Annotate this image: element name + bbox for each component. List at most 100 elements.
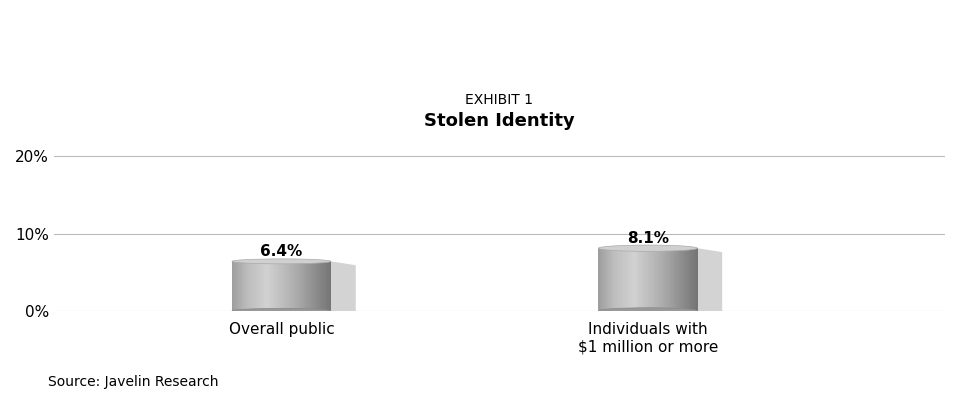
Bar <box>306 261 307 311</box>
Bar <box>269 261 271 311</box>
Bar <box>264 261 266 311</box>
Bar <box>250 261 251 311</box>
Bar <box>311 261 313 311</box>
Bar <box>682 248 683 311</box>
Bar <box>670 248 672 311</box>
Bar <box>314 261 315 311</box>
Bar <box>601 248 602 311</box>
Bar <box>662 248 664 311</box>
Bar <box>239 261 241 311</box>
Bar <box>279 261 280 311</box>
Bar <box>679 248 681 311</box>
Bar <box>674 248 675 311</box>
Bar <box>609 248 610 311</box>
Ellipse shape <box>598 308 697 314</box>
Bar <box>268 261 269 311</box>
Bar <box>303 261 305 311</box>
Bar <box>259 261 260 311</box>
Bar <box>630 248 631 311</box>
Bar <box>286 261 288 311</box>
Bar <box>661 248 662 311</box>
Bar <box>320 261 322 311</box>
Bar <box>656 248 657 311</box>
Bar <box>326 261 327 311</box>
Bar <box>251 261 252 311</box>
Bar <box>237 261 238 311</box>
Bar <box>658 248 660 311</box>
Bar <box>318 261 319 311</box>
Bar <box>673 248 674 311</box>
Bar <box>247 261 249 311</box>
Bar <box>695 248 696 311</box>
Bar <box>643 248 644 311</box>
Bar <box>615 248 617 311</box>
Bar <box>687 248 689 311</box>
Bar <box>234 261 236 311</box>
Bar <box>668 248 669 311</box>
Bar <box>236 261 237 311</box>
Bar <box>606 248 607 311</box>
Bar <box>691 248 692 311</box>
Bar <box>618 248 619 311</box>
Ellipse shape <box>598 245 697 252</box>
Bar <box>649 248 651 311</box>
Bar <box>298 261 299 311</box>
Bar <box>694 248 695 311</box>
Bar <box>598 248 600 311</box>
Bar <box>272 261 273 311</box>
Bar <box>605 248 606 311</box>
Bar <box>677 248 678 311</box>
Bar <box>678 248 679 311</box>
Ellipse shape <box>232 309 331 313</box>
Bar <box>675 248 677 311</box>
Bar <box>666 248 668 311</box>
Bar <box>640 248 642 311</box>
Bar <box>664 248 665 311</box>
Bar <box>300 261 301 311</box>
Bar <box>324 261 326 311</box>
Bar <box>660 248 661 311</box>
Bar <box>305 261 306 311</box>
Bar <box>617 248 618 311</box>
Bar <box>312 261 314 311</box>
Text: Stolen Identity: Stolen Identity <box>424 112 575 130</box>
Bar <box>232 261 233 311</box>
Text: Source: Javelin Research: Source: Javelin Research <box>48 375 219 389</box>
Bar <box>631 248 632 311</box>
Bar <box>273 261 275 311</box>
Bar <box>633 248 635 311</box>
Bar <box>277 261 279 311</box>
Bar <box>295 261 297 311</box>
Bar <box>627 248 628 311</box>
Bar <box>307 261 309 311</box>
Bar <box>641 248 643 311</box>
Bar <box>243 261 245 311</box>
Bar <box>294 261 296 311</box>
Bar <box>684 248 685 311</box>
Bar <box>680 248 682 311</box>
Bar <box>639 248 640 311</box>
Bar <box>274 261 276 311</box>
Bar <box>683 248 684 311</box>
Bar <box>696 248 698 311</box>
Bar <box>635 248 636 311</box>
Polygon shape <box>331 261 356 315</box>
Bar <box>644 248 645 311</box>
Bar <box>284 261 285 311</box>
Bar <box>315 261 316 311</box>
Bar <box>297 261 298 311</box>
Bar <box>690 248 691 311</box>
Bar <box>652 248 653 311</box>
Bar <box>654 248 656 311</box>
Bar <box>624 248 626 311</box>
Bar <box>316 261 318 311</box>
Bar <box>242 261 243 311</box>
Bar <box>638 248 639 311</box>
Bar <box>263 261 264 311</box>
Text: 8.1%: 8.1% <box>627 231 669 246</box>
Bar <box>328 261 330 311</box>
Bar <box>688 248 690 311</box>
Bar <box>241 261 242 311</box>
Bar <box>267 261 268 311</box>
Bar <box>327 261 328 311</box>
